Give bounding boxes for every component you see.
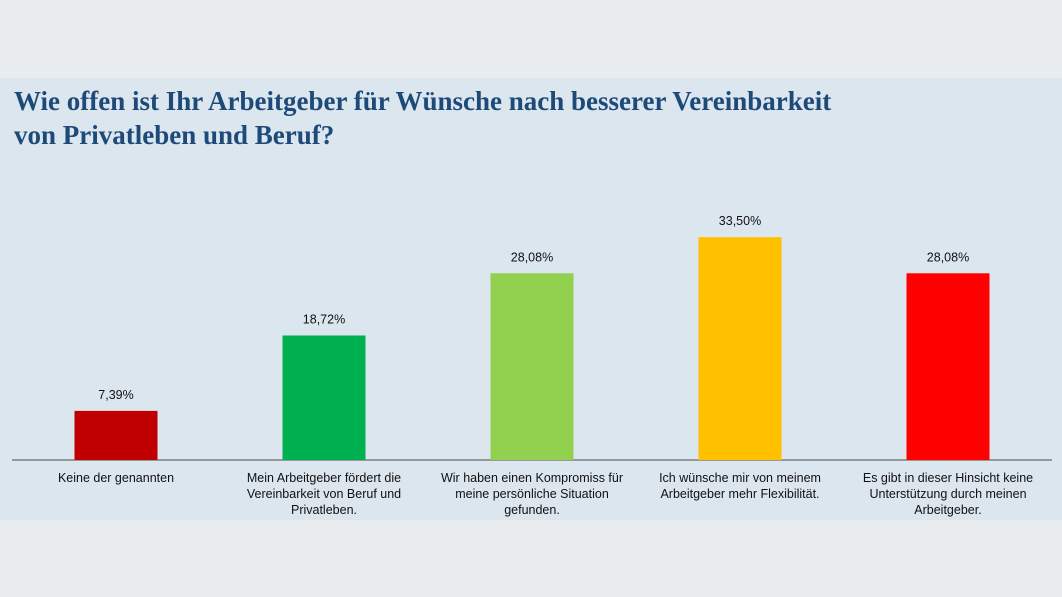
- category-label-4: Ich wünsche mir von meinem Arbeitgeber m…: [659, 471, 821, 501]
- bar-value-label-3: 28,08%: [511, 250, 553, 264]
- bar-value-label-2: 18,72%: [303, 313, 345, 327]
- bar-3: [490, 273, 574, 460]
- chart-title-line-2: von Privatleben und Beruf?: [14, 120, 335, 150]
- chart-title-line-1: Wie offen ist Ihr Arbeitgeber für Wünsch…: [14, 86, 832, 116]
- category-label-3: Wir haben einen Kompromiss für meine per…: [440, 471, 624, 517]
- bar-value-label-1: 7,39%: [98, 388, 133, 402]
- bar-5: [906, 273, 990, 460]
- category-label-2: Mein Arbeitgeber fördert die Vereinbarke…: [246, 471, 402, 517]
- bar-2: [282, 335, 366, 460]
- bar-value-label-4: 33,50%: [719, 214, 761, 228]
- bar-1: [74, 410, 158, 460]
- bar-value-label-5: 28,08%: [927, 250, 969, 264]
- category-label-5: Es gibt in dieser Hinsicht keine Unterst…: [862, 471, 1034, 517]
- bar-4: [698, 237, 782, 460]
- chart-title: Wie offen ist Ihr Arbeitgeber für Wünsch…: [14, 84, 1014, 152]
- category-label-1: Keine der genannten: [57, 471, 175, 485]
